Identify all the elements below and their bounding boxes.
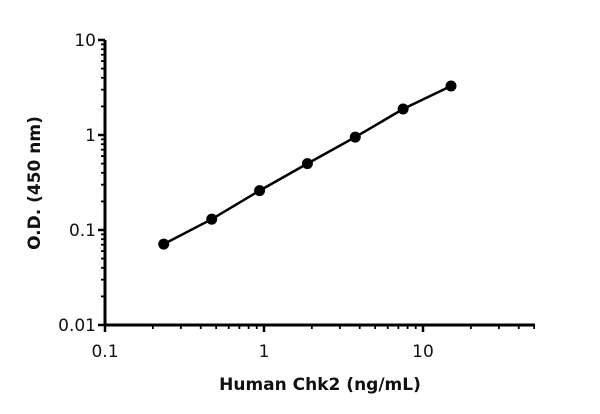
data-point [301,158,313,170]
data-points [158,80,457,250]
y-tick-label: 0.1 [69,221,96,241]
y-tick-label: 0.01 [58,316,96,336]
data-point [349,131,361,143]
data-point [158,238,170,250]
data-point [206,213,218,225]
data-point [445,80,457,92]
x-axis-tick-labels: 0.1 1 10 [91,342,433,362]
x-tick-label: 0.1 [91,342,118,362]
x-tick-label: 1 [259,342,270,362]
y-tick-label: 10 [74,31,96,51]
x-tick-label: 10 [412,342,434,362]
y-tick-label: 1 [85,126,96,146]
y-axis-tick-labels: 0.01 0.1 1 10 [58,31,96,336]
data-point [254,185,266,197]
data-point [397,103,409,115]
y-axis-title: O.D. (450 nm) [25,116,45,250]
x-axis-title: Human Chk2 (ng/mL) [219,375,421,395]
